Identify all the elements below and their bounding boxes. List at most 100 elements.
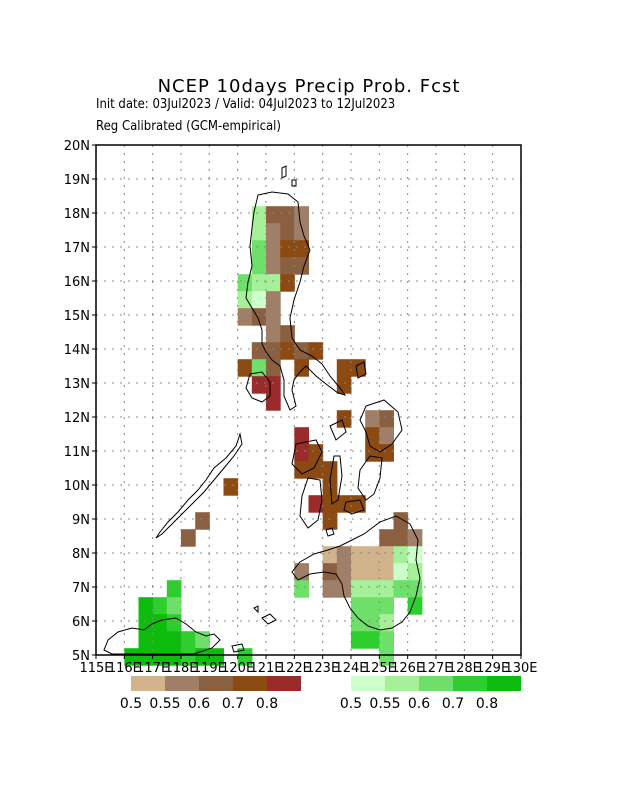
legend-label: 0.7 (222, 696, 244, 712)
probability-cell (266, 376, 281, 394)
longitude-label: 121E (249, 661, 282, 676)
legend-swatch (267, 676, 301, 691)
probability-cell (280, 325, 295, 343)
probability-cell (308, 342, 324, 360)
probability-cell (166, 580, 182, 598)
latitude-label: 18N (64, 207, 90, 222)
probability-cell (336, 563, 352, 581)
longitude-label: 129E (476, 661, 509, 676)
dry-probability-legend: 0.5 0.55 0.6 0.7 0.8 (120, 676, 301, 712)
probability-cell (308, 495, 324, 513)
legend-label: 0.55 (369, 696, 400, 712)
cebu-outline (329, 455, 343, 505)
longitude-label: 116E (108, 661, 141, 676)
palawan-outline (155, 432, 243, 539)
probability-cell (379, 580, 394, 598)
bohol-outline (343, 499, 365, 515)
probability-cell (336, 495, 352, 513)
legend-swatch (487, 676, 521, 691)
probability-cell (237, 291, 253, 309)
probability-cell (322, 563, 338, 581)
probability-cell (251, 291, 267, 309)
probability-cell (280, 223, 295, 241)
legend-label: 0.5 (340, 696, 362, 712)
probability-cell (266, 291, 281, 309)
legend-swatch (351, 676, 385, 691)
probability-cell (266, 257, 281, 275)
probability-cell (251, 223, 267, 241)
probability-cell (365, 410, 380, 428)
sulu-outline-3 (253, 605, 259, 614)
longitude-label: 117E (136, 661, 169, 676)
probability-cell (379, 648, 394, 666)
probability-cell (152, 631, 168, 649)
probability-cell (322, 461, 338, 479)
longitude-label: 124E (334, 661, 367, 676)
probability-cell (251, 308, 267, 326)
mindoro-outline (245, 371, 271, 403)
samar-outline (359, 399, 403, 453)
probability-cell (280, 240, 295, 258)
luzon-outline (245, 191, 347, 411)
leyte-outline (357, 455, 383, 501)
probability-cell (336, 546, 352, 564)
probability-cell (294, 444, 309, 462)
probability-cell (195, 631, 210, 649)
probability-cell (266, 359, 281, 377)
probability-cell (365, 614, 380, 632)
probability-cell (351, 563, 366, 581)
probability-cell (237, 359, 253, 377)
probability-cell (266, 240, 281, 258)
probability-cell (393, 546, 409, 564)
probability-cell (379, 546, 394, 564)
map-title: NCEP 10days Precip Prob. Fcst (157, 76, 461, 97)
legend-label: 0.5 (120, 696, 142, 712)
probability-cell (351, 631, 366, 649)
longitude-label: 119E (193, 661, 226, 676)
mindanao-outline (291, 515, 421, 631)
probability-cell (266, 308, 281, 326)
probability-cell (336, 359, 352, 377)
legend-label: 0.8 (476, 696, 498, 712)
probability-cell (379, 563, 394, 581)
catanduanes-outline (355, 361, 367, 379)
latitude-label: 16N (64, 275, 90, 290)
longitude-labels: 115E116E117E118E119E120E121E122E123E124E… (79, 655, 538, 676)
probability-cell (280, 274, 295, 292)
probability-cell (181, 631, 196, 649)
probability-cell (166, 597, 182, 615)
legend-swatch (453, 676, 487, 691)
probability-cell (379, 529, 394, 547)
probability-cell (280, 206, 295, 224)
probability-cell (237, 308, 253, 326)
probability-cell (294, 461, 309, 479)
probability-cell (237, 274, 253, 292)
probability-cell (152, 614, 168, 632)
legend-swatch (419, 676, 453, 691)
legend-swatch (199, 676, 233, 691)
probability-cell (280, 342, 295, 360)
probability-cell (351, 359, 366, 377)
latitude-label: 6N (72, 615, 90, 630)
legend-swatch (233, 676, 267, 691)
probability-cell (166, 614, 182, 632)
latitude-label: 20N (64, 139, 90, 154)
latitude-label: 13N (64, 377, 90, 392)
probability-cell (351, 495, 366, 513)
probability-cell (407, 597, 423, 615)
probability-cell (266, 223, 281, 241)
probability-cell (393, 512, 409, 530)
probability-cell (166, 648, 182, 666)
latitude-labels: 5N 6N 7N 8N 9N 10N 11N 12N 13N 14N 15N 16N 17N 18N 19N… (64, 139, 96, 664)
probability-cell (336, 376, 352, 394)
panay-outline (291, 439, 323, 475)
latitude-label: 7N (72, 581, 90, 596)
latitude-label: 9N (72, 513, 90, 528)
probability-cell (322, 580, 338, 598)
probability-cell (223, 478, 239, 496)
longitude-label: 122E (278, 661, 311, 676)
probability-cell (336, 580, 352, 598)
longitude-label: 115E (79, 661, 112, 676)
probability-cell (407, 563, 423, 581)
